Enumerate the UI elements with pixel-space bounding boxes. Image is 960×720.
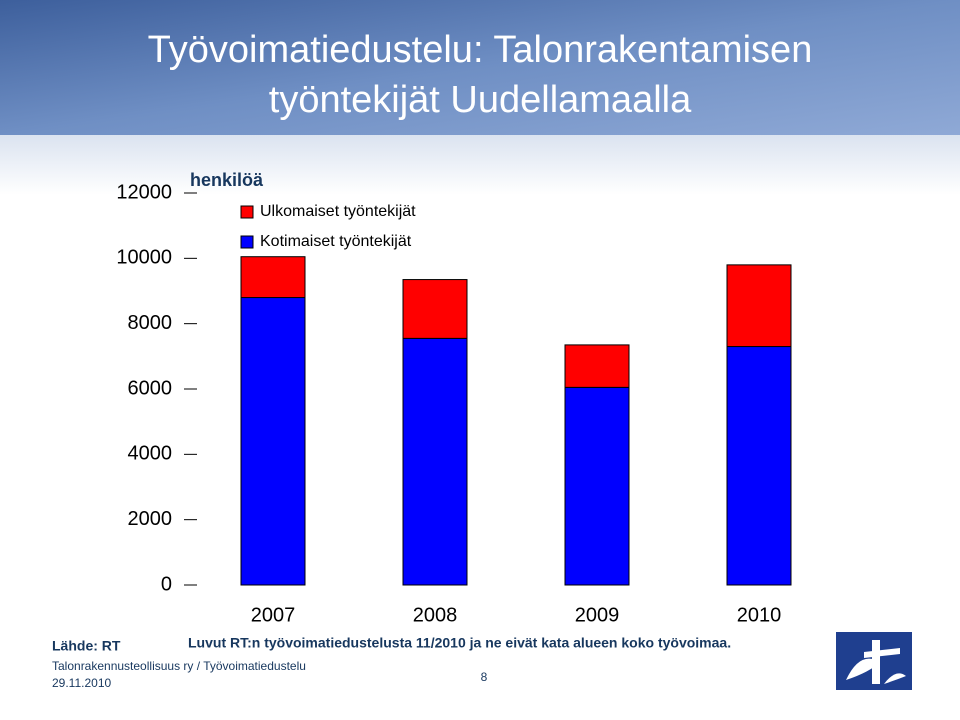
title-banner <box>0 0 960 135</box>
footer: Talonrakennusteollisuus ry / Työvoimatie… <box>52 659 306 673</box>
x-tick-label: 2007 <box>251 604 296 626</box>
y-tick-label: 4000 <box>128 443 173 465</box>
y-tick-label: 10000 <box>116 247 172 269</box>
title-line: Työvoimatiedustelu: Talonrakentamisen <box>148 29 813 71</box>
bar-segment <box>564 386 630 586</box>
y-tick-label: 2000 <box>128 508 173 530</box>
bar-segment <box>402 279 468 339</box>
y-tick-label: 12000 <box>116 181 172 203</box>
page-number: 8 <box>481 670 488 684</box>
date: 29.11.2010 <box>52 676 111 690</box>
y-axis-label: henkilöä <box>190 170 264 190</box>
bar-segment <box>564 344 630 388</box>
x-tick-label: 2010 <box>737 604 782 626</box>
banner-fade <box>0 135 960 195</box>
legend-swatch <box>240 235 254 249</box>
legend-label: Ulkomaiset työntekijät <box>260 203 416 220</box>
y-tick-label: 6000 <box>128 377 173 399</box>
title-line: työntekijät Uudellamaalla <box>269 79 692 121</box>
x-tick-label: 2008 <box>413 604 458 626</box>
y-tick-label: 8000 <box>128 312 173 334</box>
legend-label: Kotimaiset työntekijät <box>260 233 412 250</box>
bar-segment <box>240 297 306 586</box>
source: Lähde: RT <box>52 638 121 654</box>
note: Luvut RT:n työvoimatiedustelusta 11/2010… <box>188 635 731 651</box>
bar-segment <box>402 337 468 586</box>
logo <box>836 632 912 690</box>
bar-segment <box>240 256 306 299</box>
bar-segment <box>726 346 792 586</box>
bar-segment <box>726 264 792 348</box>
x-tick-label: 2009 <box>575 604 620 626</box>
legend-swatch <box>240 205 254 219</box>
y-tick-label: 0 <box>161 573 172 595</box>
